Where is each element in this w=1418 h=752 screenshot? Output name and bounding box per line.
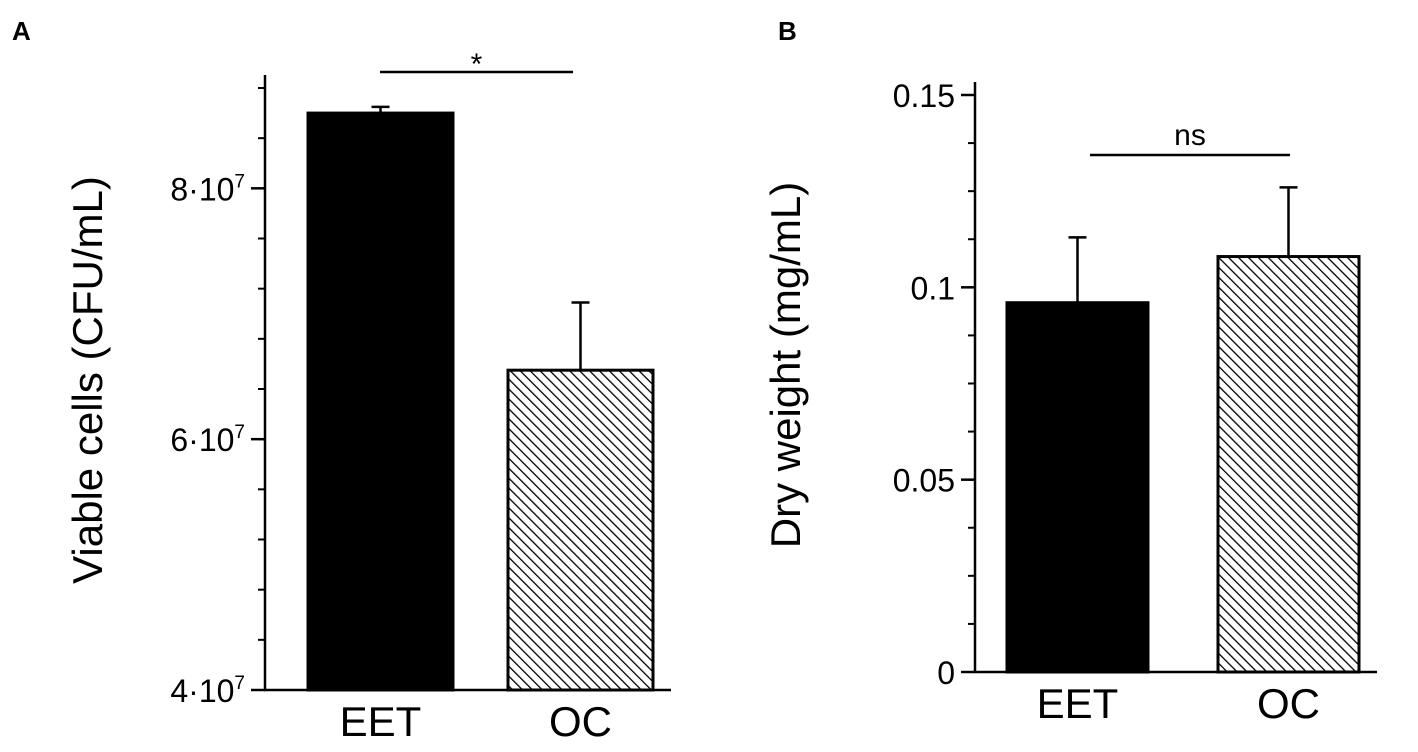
panel-b-y-tick-label: 0.15 [893,78,955,114]
panel-letter-b: B [778,16,797,46]
panel-a-significance-label: * [471,48,483,81]
panel-a-x-tick-label-eet: EET [340,698,422,745]
panel-a-y-tick-label: 6·107 [170,422,245,458]
panel-a-y-axis-label: Viable cells (CFU/mL) [64,176,111,584]
panel-b-y-axis-label: Dry weight (mg/mL) [762,182,809,548]
panel-b-significance-label: ns [1174,119,1206,152]
panel-b-x-tick-label-oc: OC [1257,680,1320,727]
panel-b-y-tick-label: 0.1 [911,270,955,306]
panel-b-bar-oc [1216,255,1361,674]
panel-letter-a: A [12,16,31,46]
panel-b-y-tick-label: 0 [937,655,955,691]
panel-a-y-tick-label: 4·107 [170,673,245,709]
panel-b-x-tick-label-eet: EET [1037,680,1119,727]
panel-a-bar-eet [306,111,455,692]
panel-a-x-tick-label-oc: OC [549,698,612,745]
panel-a-y-tick-label: 8·107 [170,171,245,207]
panel-b-y-tick-label: 0.05 [893,463,955,499]
panel-b-bar-eet [1005,301,1150,674]
panel-a-chart: 4·107 6·107 8·107 EET OC * [170,48,671,745]
panel-b-chart: 0 0.05 0.1 0.15 EET OC ns [893,78,1377,727]
panel-a-bar-oc [506,368,655,692]
